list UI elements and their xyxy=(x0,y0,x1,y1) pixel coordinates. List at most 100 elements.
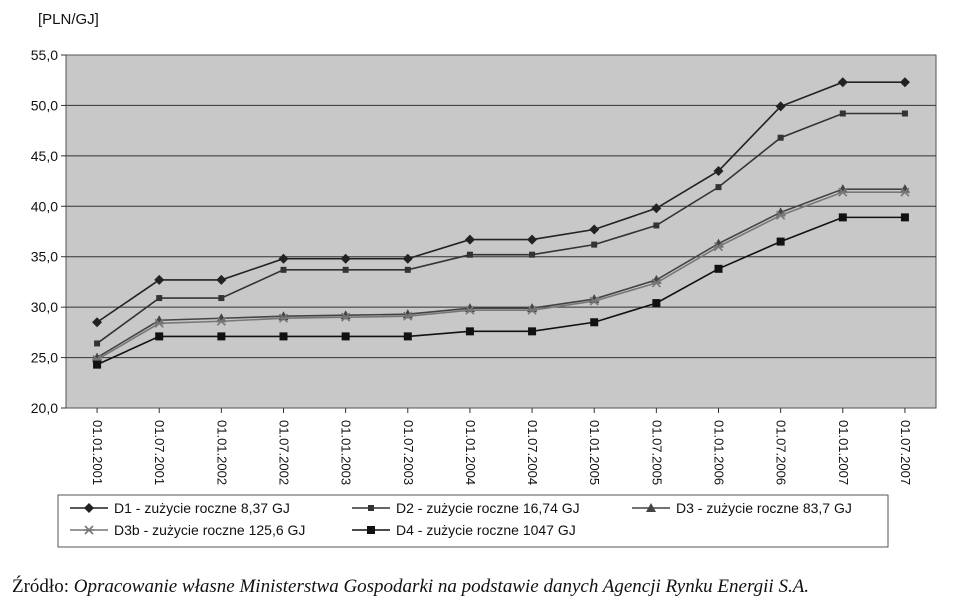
data-point xyxy=(367,526,375,534)
x-tick-label: 01.07.2002 xyxy=(277,420,292,485)
data-point xyxy=(218,295,225,302)
series-2 xyxy=(94,110,908,347)
data-point xyxy=(713,165,724,176)
data-point xyxy=(527,305,538,315)
data-point xyxy=(590,318,599,327)
data-point xyxy=(715,184,722,191)
legend-item: D1 - zużycie roczne 8,37 GJ xyxy=(70,500,290,516)
x-tick-label: 01.07.2005 xyxy=(649,420,664,485)
data-point xyxy=(154,318,165,328)
legend-label: D4 - zużycie roczne 1047 GJ xyxy=(396,522,576,538)
data-point xyxy=(591,241,598,248)
y-tick-label: 40,0 xyxy=(31,198,58,214)
series-line xyxy=(96,81,905,323)
data-point xyxy=(340,312,351,322)
data-point xyxy=(216,316,227,326)
y-axis-title: [PLN/GJ] xyxy=(38,11,99,28)
data-point xyxy=(94,340,101,347)
data-point xyxy=(278,313,289,323)
data-point xyxy=(837,77,848,88)
data-point xyxy=(653,222,660,229)
y-tick-label: 20,0 xyxy=(31,400,58,416)
data-point xyxy=(901,110,908,117)
data-point xyxy=(589,296,600,306)
data-point xyxy=(278,253,289,264)
y-tick-label: 50,0 xyxy=(31,97,58,113)
price-line-chart: [PLN/GJ] 20,0 25,0 30,0 35,0 40,0 45,0 50,0 55,… xyxy=(31,11,937,548)
series-line xyxy=(96,191,905,361)
legend-label: D1 - zużycie roczne 8,37 GJ xyxy=(114,500,290,516)
data-point xyxy=(837,184,848,194)
plot-area xyxy=(65,54,937,409)
series-5 xyxy=(93,213,909,369)
x-tick-label: 01.01.2004 xyxy=(463,420,478,485)
legend-label: D3 - zużycie roczne 83,7 GJ xyxy=(676,500,852,516)
x-tick-label: 01.01.2002 xyxy=(214,420,229,485)
y-tick-label: 45,0 xyxy=(31,148,58,164)
data-point xyxy=(340,253,351,264)
data-point xyxy=(465,327,474,336)
source-note: Źródło: Opracowanie własne Ministerstwa … xyxy=(12,576,952,598)
y-axis-ticks: 20,0 25,0 30,0 35,0 40,0 45,0 50,0 55,0 xyxy=(31,47,66,416)
data-point xyxy=(775,210,786,220)
data-point xyxy=(899,187,910,197)
legend-item: D2 - zużycie roczne 16,74 GJ xyxy=(352,500,580,516)
x-tick-label: 01.07.2004 xyxy=(525,420,540,485)
data-point xyxy=(839,110,846,117)
data-point xyxy=(776,237,785,246)
data-point xyxy=(368,505,374,511)
x-tick-label: 01.01.2005 xyxy=(587,420,602,485)
data-point xyxy=(156,295,163,302)
legend-items: D1 - zużycie roczne 8,37 GJ D2 - zużycie … xyxy=(70,500,852,538)
x-tick-label: 01.01.2003 xyxy=(339,420,354,485)
y-tick-label: 35,0 xyxy=(31,249,58,265)
series-1 xyxy=(92,77,910,328)
data-point xyxy=(216,274,227,285)
data-point xyxy=(527,234,538,245)
legend xyxy=(57,494,889,548)
series-line xyxy=(96,112,905,345)
x-tick-label: 01.01.2001 xyxy=(90,420,105,485)
data-point xyxy=(341,332,350,341)
series-layer xyxy=(92,77,910,369)
data-point xyxy=(838,213,847,222)
data-point xyxy=(466,251,473,258)
gridlines xyxy=(66,104,936,359)
x-tick-label: 01.07.2006 xyxy=(774,420,789,485)
data-point xyxy=(529,251,536,258)
y-tick-label: 30,0 xyxy=(31,299,58,315)
data-point xyxy=(93,360,102,369)
data-point xyxy=(651,278,662,288)
data-point xyxy=(528,327,537,336)
data-point xyxy=(899,77,910,88)
legend-item: D3 - zużycie roczne 83,7 GJ xyxy=(632,500,852,516)
data-point xyxy=(900,213,909,222)
series-4 xyxy=(92,187,910,365)
legend-item: D3b - zużycie roczne 125,6 GJ xyxy=(70,522,305,538)
data-point xyxy=(84,503,94,513)
y-tick-label: 25,0 xyxy=(31,350,58,366)
data-point xyxy=(403,332,412,341)
data-point xyxy=(651,203,662,214)
data-point xyxy=(464,305,475,315)
data-point xyxy=(589,224,600,235)
data-point xyxy=(775,101,786,112)
data-point xyxy=(646,503,656,512)
y-tick-label: 55,0 xyxy=(31,47,58,63)
data-point xyxy=(342,266,349,273)
data-point xyxy=(404,266,411,273)
legend-label: D2 - zużycie roczne 16,74 GJ xyxy=(396,500,580,516)
x-axis-ticks: 01.01.2001 01.07.2001 01.01.2002 01.07.2002… xyxy=(90,408,913,485)
data-point xyxy=(652,299,661,308)
data-point xyxy=(280,266,287,273)
data-point xyxy=(464,234,475,245)
data-point xyxy=(402,253,413,264)
data-point xyxy=(899,184,910,194)
x-tick-label: 01.01.2006 xyxy=(712,420,727,485)
series-line xyxy=(96,216,905,366)
x-tick-label: 01.01.2007 xyxy=(836,420,851,485)
data-point xyxy=(713,242,724,252)
legend-label: D3b - zużycie roczne 125,6 GJ xyxy=(114,522,305,538)
data-point xyxy=(155,332,164,341)
legend-item: D4 - zużycie roczne 1047 GJ xyxy=(352,522,576,538)
